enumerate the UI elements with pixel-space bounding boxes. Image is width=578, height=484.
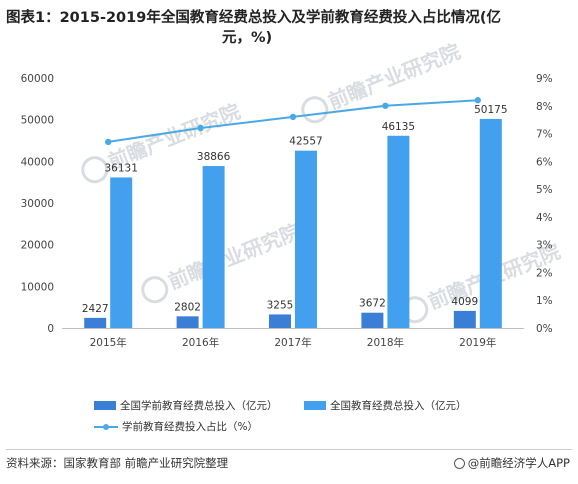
data-label-total: 46135 — [382, 121, 415, 133]
y-left-tick-label: 30000 — [21, 198, 54, 210]
legend-item-ratio: 学前教育经费投入占比（%） — [94, 419, 258, 434]
bars-layer — [84, 118, 502, 328]
brand-logo-icon — [453, 457, 465, 469]
y-right-tick-label: 3% — [536, 240, 553, 252]
bar-preschool — [176, 316, 199, 328]
x-tick-label: 2019年 — [459, 336, 496, 349]
y-left-tick-label: 20000 — [21, 240, 54, 252]
legend-swatch-ratio — [94, 422, 118, 431]
ratio-point — [105, 138, 112, 146]
bar-total — [387, 135, 410, 328]
y-left-tick-label: 10000 — [21, 281, 54, 293]
legend-item-total: 全国教育经费总投入（亿元） — [304, 398, 467, 413]
bar-total — [479, 118, 502, 328]
bar-preschool — [453, 310, 476, 328]
y-right-tick-label: 4% — [536, 212, 553, 224]
x-tick-label: 2017年 — [274, 336, 311, 349]
ratio-point — [382, 102, 389, 109]
footer-divider — [6, 449, 572, 450]
y-left-tick-label: 40000 — [21, 156, 54, 168]
data-label-preschool: 3672 — [359, 298, 386, 310]
brand-text: @前瞻经济学人APP — [467, 456, 570, 470]
ratio-point — [474, 97, 481, 104]
y-right-tick-label: 9% — [536, 73, 553, 85]
y-right-tick-label: 0% — [536, 323, 553, 335]
legend-label-preschool: 全国学前教育经费总投入（亿元） — [120, 400, 278, 412]
y-right-tick-label: 7% — [536, 129, 553, 141]
chart-title-line1: 图表1：2015-2019年全国教育经费总投入及学前教育经费投入占比情况(亿 — [6, 10, 501, 26]
data-label-total: 36131 — [104, 162, 137, 174]
data-label-total: 38866 — [197, 151, 231, 163]
bar-total — [202, 166, 225, 328]
legend-swatch-preschool — [94, 401, 116, 410]
x-tick-label: 2018年 — [367, 336, 404, 349]
legend-item-preschool: 全国学前教育经费总投入（亿元） — [94, 398, 278, 413]
y-right-tick-label: 1% — [536, 295, 553, 307]
y-right-tick-label: 6% — [536, 156, 553, 168]
chart-title: 图表1：2015-2019年全国教育经费总投入及学前教育经费投入占比情况(亿 元… — [6, 8, 566, 48]
y-right-tick-label: 8% — [536, 101, 553, 113]
watermark-text: 前瞻产业研究院 — [165, 219, 304, 294]
ratio-point — [289, 113, 297, 121]
legend-label-total: 全国教育经费总投入（亿元） — [330, 400, 467, 412]
y-left-tick-label: 0 — [47, 323, 54, 335]
brand: @前瞻经济学人APP — [453, 455, 570, 471]
y-left-tick-label: 60000 — [21, 73, 54, 85]
data-label-preschool: 4099 — [451, 296, 478, 308]
data-label-total: 50175 — [474, 104, 507, 116]
chart-title-line2: 元，%) — [222, 30, 273, 46]
data-label-total: 42557 — [289, 136, 322, 148]
data-label-preschool: 2802 — [174, 301, 201, 313]
labels-layer: 2427 36131 2802 38866 3255 42557 3672 46135 4099… — [82, 104, 508, 315]
bar-preschool — [84, 317, 107, 328]
line-layer — [105, 97, 481, 146]
x-tick-label: 2015年 — [90, 336, 127, 349]
bar-total — [295, 150, 317, 328]
x-tick-label: 2016年 — [182, 336, 219, 349]
axes-layer: 0 10000 20000 30000 40000 50000 60000 0% 1% 2% 3% 4… — [21, 73, 553, 349]
bar-total — [110, 177, 133, 328]
legend-label-ratio: 学前教育经费投入占比（%） — [122, 421, 258, 433]
y-right-tick-label: 2% — [536, 267, 553, 279]
legend-swatch-total — [304, 401, 326, 410]
y-left-tick-label: 50000 — [21, 115, 54, 127]
data-label-preschool: 2427 — [82, 303, 109, 315]
y-right-tick-label: 5% — [536, 184, 553, 196]
bar-preschool — [269, 314, 291, 328]
bar-preschool — [361, 312, 384, 328]
data-label-preschool: 3255 — [267, 299, 294, 311]
source-text: 资料来源：国家教育部 前瞻产业研究院整理 — [6, 456, 229, 470]
ratio-point — [197, 124, 204, 132]
